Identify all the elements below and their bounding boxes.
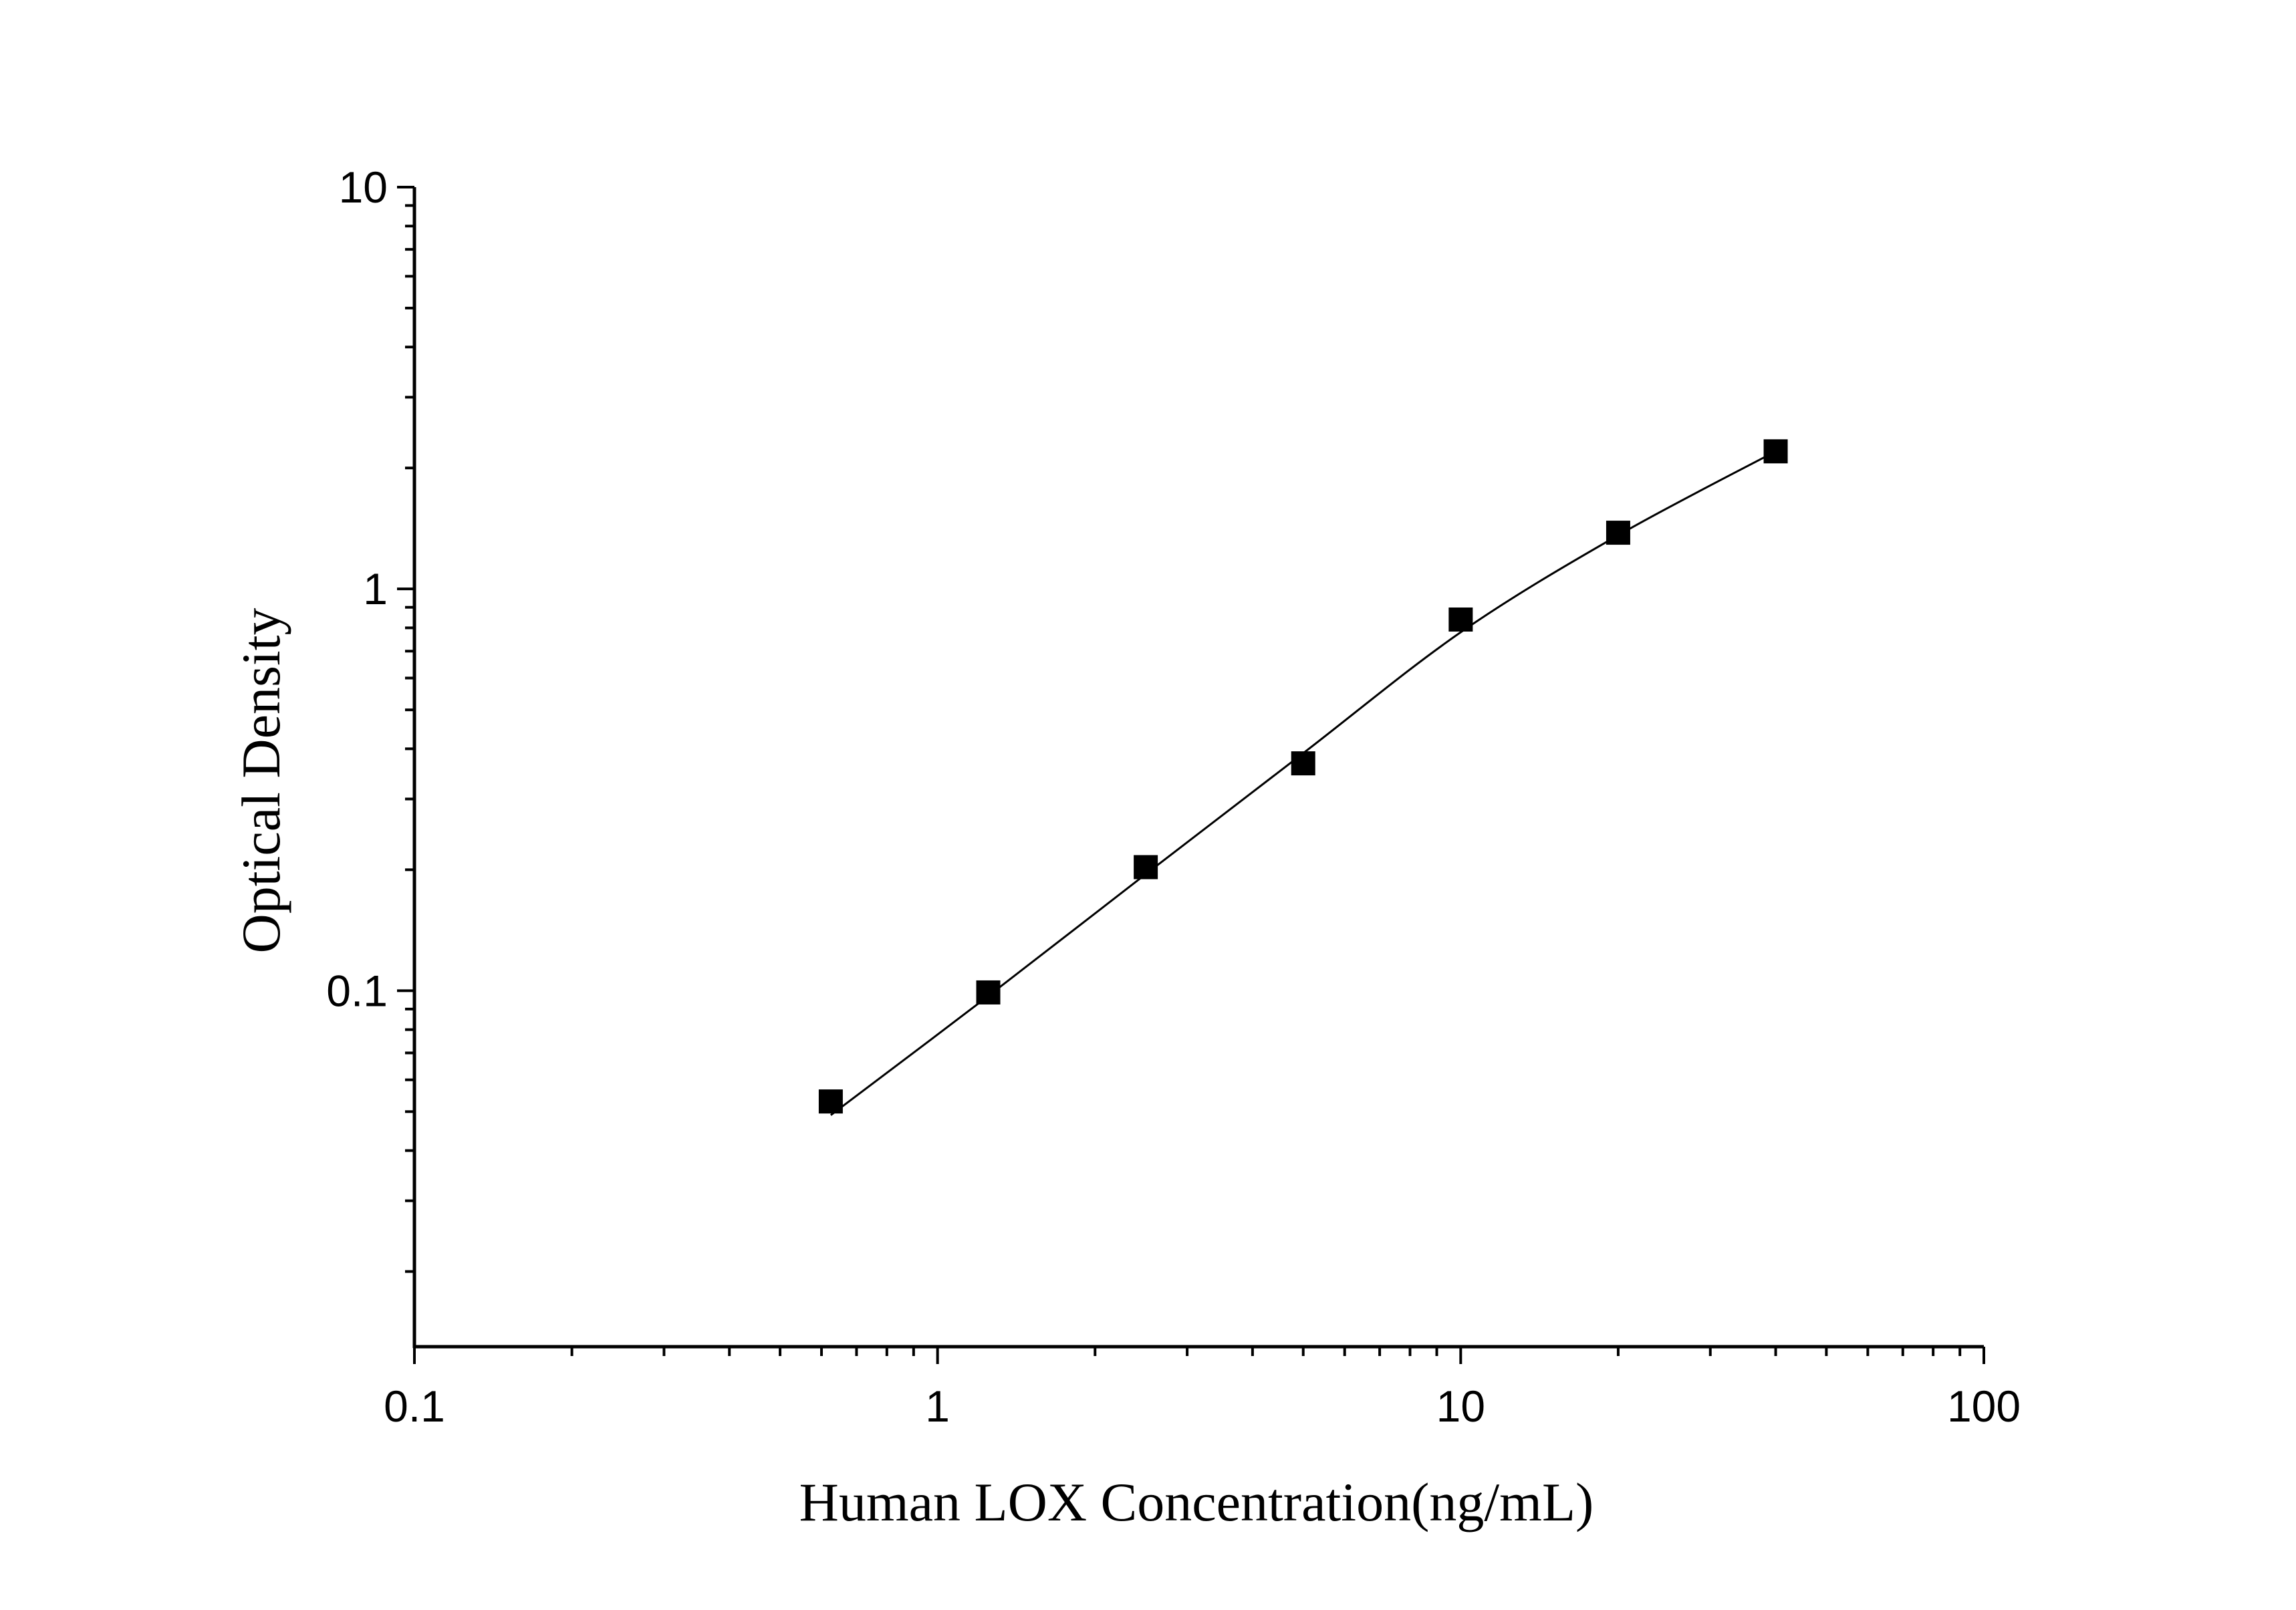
data-point [1448, 607, 1473, 632]
data-point [818, 1089, 843, 1114]
y-axis-title: Optical Density [231, 608, 291, 954]
x-tick-label: 100 [1947, 1381, 2021, 1431]
data-point [1134, 855, 1158, 880]
tick-labels: 0.1 1 10 100 0.1 1 10 [326, 162, 2021, 1431]
x-tick-label: 10 [1436, 1381, 1485, 1431]
data-point [1763, 439, 1788, 464]
x-tick-label: 1 [925, 1381, 950, 1431]
y-tick-label: 10 [339, 162, 388, 212]
y-tick-label: 1 [363, 564, 388, 614]
x-axis-title: Human LOX Concentration(ng/mL) [799, 1472, 1594, 1532]
ticks [397, 186, 1985, 1364]
data-point [976, 980, 1001, 1004]
axes [412, 187, 1984, 1349]
data-points [818, 439, 1788, 1114]
data-point [1291, 751, 1315, 776]
x-tick-label: 0.1 [384, 1381, 445, 1431]
data-point [1606, 521, 1630, 545]
y-tick-label: 0.1 [326, 966, 388, 1015]
